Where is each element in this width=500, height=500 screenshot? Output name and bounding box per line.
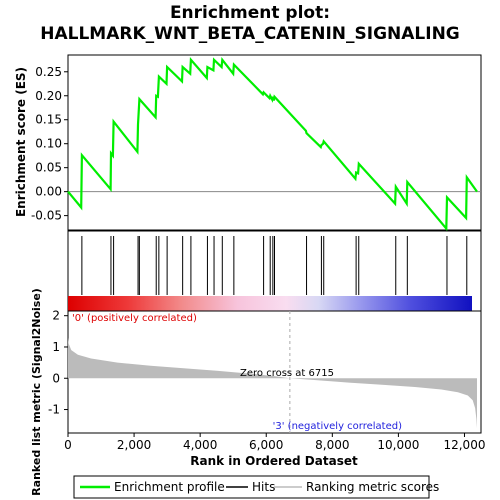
xaxis-label: Rank in Ordered Dataset xyxy=(190,454,358,468)
xtick-label: 12,000 xyxy=(443,438,485,452)
negative-correlated-label: '3' (negatively correlated) xyxy=(273,421,402,432)
xtick-label: 10,000 xyxy=(377,438,419,452)
chart-title-line1: Enrichment plot: xyxy=(170,3,330,23)
xtick-label: 8,000 xyxy=(315,438,349,452)
xtick-label: 4,000 xyxy=(183,438,217,452)
es-ytick-label: 0.05 xyxy=(35,161,62,175)
chart-title-line2: HALLMARK_WNT_BETA_CATENIN_SIGNALING xyxy=(40,24,460,44)
legend-label-ranking: Ranking metric scores xyxy=(306,480,439,494)
xtick-label: 2,000 xyxy=(117,438,151,452)
es-ytick-label: -0.05 xyxy=(31,209,62,223)
metric-ytick-label: 1 xyxy=(52,340,60,354)
legend-box xyxy=(73,475,430,499)
legend-label-hits: Hits xyxy=(252,480,275,494)
es-ytick-label: 0.15 xyxy=(35,113,62,127)
zero-cross-label: Zero cross at 6715 xyxy=(240,368,334,379)
metric-ytick-label: 2 xyxy=(52,309,60,323)
metric-ylabel: Ranked list metric (Signal2Noise) xyxy=(30,288,43,496)
positive-correlated-label: '0' (positively correlated) xyxy=(72,313,197,324)
ranking-metric-area xyxy=(68,337,477,429)
es-ytick-label: 0.00 xyxy=(35,185,62,199)
legend-label-enrichment: Enrichment profile xyxy=(114,480,225,494)
metric-ytick-label: -1 xyxy=(48,403,60,417)
xtick-label: 6,000 xyxy=(249,438,283,452)
metric-ytick-label: 0 xyxy=(52,371,60,385)
es-ytick-label: 0.25 xyxy=(35,65,62,79)
es-ytick-label: 0.20 xyxy=(35,89,62,103)
es-ylabel: Enrichment score (ES) xyxy=(14,67,28,217)
es-ytick-label: 0.10 xyxy=(35,137,62,151)
rank-color-bar xyxy=(68,296,472,312)
enrichment-profile-line xyxy=(67,56,478,232)
xtick-label: 0 xyxy=(64,438,72,452)
